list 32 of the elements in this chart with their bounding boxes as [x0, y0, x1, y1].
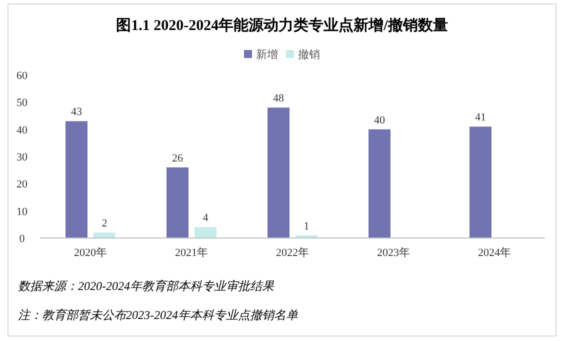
data-label: 4 [202, 212, 209, 224]
x-tick-label: 2022年 [276, 247, 309, 259]
bar [268, 108, 290, 238]
text: 注：教育部暂未公布2023-2024年本科专业点撤销名单 [18, 308, 298, 322]
data-label: 1 [304, 220, 310, 232]
bar [166, 167, 188, 238]
chart-title: 图1.1 2020-2024年能源动力类专业点新增/撤销数量 [116, 16, 448, 34]
x-tick-label: 2023年 [377, 247, 410, 259]
bar [368, 129, 390, 238]
y-tick-label: 10 [16, 206, 28, 218]
x-tick-label: 2024年 [478, 247, 511, 259]
data-label: 48 [273, 92, 284, 105]
y-tick-label: 60 [16, 70, 28, 82]
bar [94, 232, 116, 238]
x-tick-label: 2020年 [74, 247, 107, 259]
bar [470, 126, 492, 238]
x-tick-label: 2021年 [175, 247, 208, 259]
bar [194, 227, 216, 238]
source-note: 数据来源：2020-2024年教育部本科专业审批结果 [18, 279, 275, 293]
y-tick-label: 20 [16, 178, 28, 191]
y-tick-label: 30 [16, 152, 28, 164]
y-tick-label: 40 [16, 124, 28, 136]
data-label: 2 [102, 218, 108, 230]
bar [66, 121, 88, 238]
legend-label: 新增 [256, 48, 278, 61]
data-label: 41 [475, 112, 486, 124]
y-tick-label: 50 [16, 97, 28, 110]
data-label: 26 [172, 152, 184, 164]
legend-label: 撤销 [298, 48, 320, 61]
y-tick-label: 0 [19, 233, 26, 245]
data-label: 40 [374, 114, 386, 126]
data-label: 43 [71, 106, 82, 118]
